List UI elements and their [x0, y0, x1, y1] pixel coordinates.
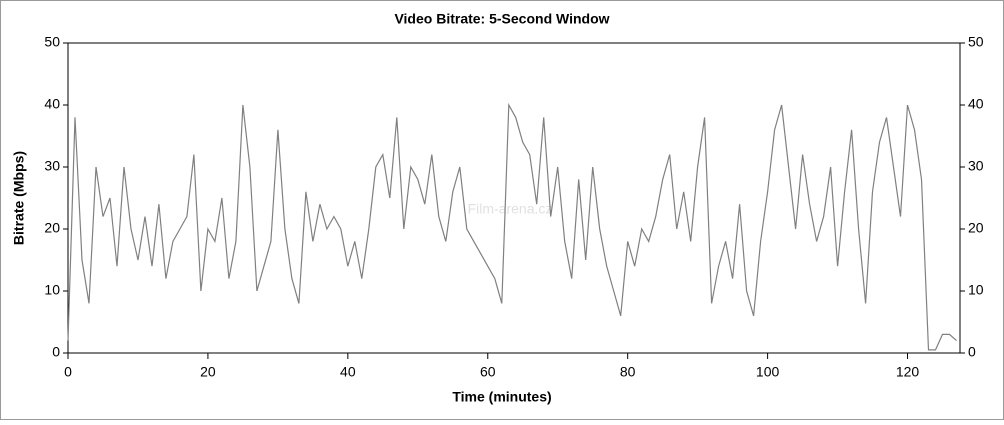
y-tick-label: 30 — [44, 158, 60, 174]
y-tick-label: 10 — [44, 282, 60, 298]
y2-tick-label: 50 — [968, 34, 984, 50]
y-axis-label: Bitrate (Mbps) — [11, 151, 27, 245]
y2-tick-label: 0 — [968, 344, 976, 360]
x-axis-label: Time (minutes) — [452, 389, 551, 405]
y-tick-label: 0 — [52, 344, 60, 360]
y2-tick-label: 40 — [968, 96, 984, 112]
x-tick-label: 0 — [64, 364, 72, 380]
plot-area — [67, 42, 961, 354]
x-tick-label: 60 — [480, 364, 496, 380]
x-tick-label: 80 — [620, 364, 636, 380]
y-tick-label: 50 — [44, 34, 60, 50]
x-tick-label: 20 — [200, 364, 216, 380]
y2-tick-label: 10 — [968, 282, 984, 298]
chart-title: Video Bitrate: 5-Second Window — [394, 11, 609, 27]
y2-tick-label: 20 — [968, 220, 984, 236]
x-tick-label: 120 — [896, 364, 920, 380]
y-tick-label: 20 — [44, 220, 60, 236]
watermark: Film-arena.cz — [468, 201, 553, 217]
x-tick-label: 100 — [756, 364, 780, 380]
x-tick-label: 40 — [340, 364, 356, 380]
y2-tick-label: 30 — [968, 158, 984, 174]
y-tick-label: 40 — [44, 96, 60, 112]
data-line — [67, 102, 957, 351]
